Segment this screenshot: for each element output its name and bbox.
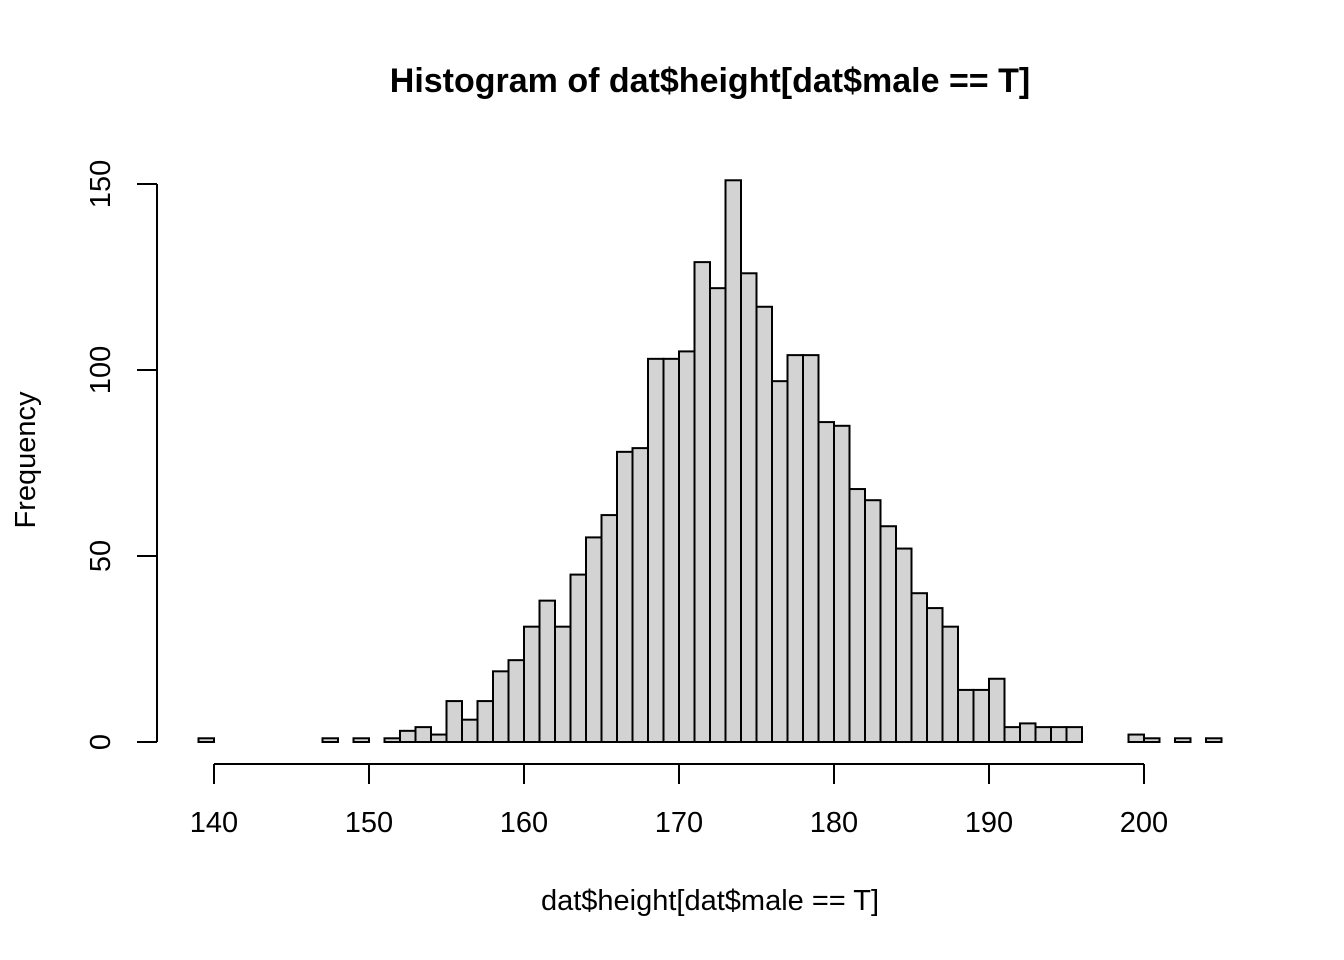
histogram-bar [988, 677, 1006, 744]
histogram-bar [414, 726, 432, 743]
histogram-bar [957, 688, 975, 743]
histogram-bar [910, 592, 928, 744]
histogram-bar [1003, 726, 1021, 743]
histogram-bar [585, 536, 603, 744]
x-tick-label: 170 [655, 807, 703, 839]
histogram-bar [383, 737, 401, 744]
histogram-bar [321, 737, 339, 744]
histogram-bar [817, 421, 835, 743]
x-tick-label: 150 [345, 807, 393, 839]
y-tick-label: 100 [85, 346, 117, 394]
histogram-bar [1019, 722, 1037, 744]
histogram-bar [492, 670, 510, 744]
x-tick-label: 140 [190, 807, 238, 839]
histogram-bar [352, 737, 370, 744]
histogram-bar [1205, 737, 1223, 744]
y-axis-label: Frequency [10, 391, 42, 529]
histogram-bar [523, 625, 541, 743]
histogram-bar [755, 305, 773, 743]
histogram-bar [895, 547, 913, 743]
histogram-bar [631, 447, 649, 743]
histogram-bar [848, 488, 866, 744]
x-axis: 140 150 160 170 180 190 200 [190, 763, 1168, 839]
histogram-bar [724, 179, 742, 743]
histogram-bar [709, 287, 727, 743]
histogram-bar [1143, 737, 1161, 744]
histogram-bar [1174, 737, 1192, 744]
histogram-bar [662, 357, 680, 743]
histogram-bar [941, 625, 959, 743]
histogram-bar [693, 261, 711, 743]
x-tick-label: 190 [965, 807, 1013, 839]
histogram-bar [771, 380, 789, 743]
y-tick-label: 0 [85, 734, 117, 750]
histogram-bar [430, 733, 448, 743]
histogram-bar [786, 354, 804, 743]
x-tick-label: 160 [500, 807, 548, 839]
histogram-bar [600, 514, 618, 744]
y-tick-label: 50 [85, 540, 117, 572]
histogram-bar [461, 718, 479, 743]
histogram-bar [647, 357, 665, 743]
histogram-bar [740, 272, 758, 743]
histogram-bar [507, 659, 525, 743]
histogram-bar [802, 354, 820, 743]
x-tick-label: 200 [1120, 807, 1168, 839]
histogram-bar [1050, 726, 1068, 743]
chart-title: Histogram of dat$height[dat$male == T] [390, 62, 1030, 100]
histogram-bar [399, 729, 417, 744]
y-axis: 0 50 100 150 [85, 160, 158, 750]
bars-group [197, 179, 1223, 744]
histogram-bar [445, 700, 463, 744]
histogram-bar [678, 350, 696, 743]
histogram-bar [926, 607, 944, 744]
histogram-bar [569, 573, 587, 743]
x-axis-label: dat$height[dat$male == T] [541, 885, 879, 917]
histogram-bar [197, 737, 215, 744]
histogram-bar [879, 525, 897, 743]
y-tick-label: 150 [85, 160, 117, 208]
histogram-bar [972, 688, 990, 743]
histogram-bar [616, 450, 634, 743]
histogram-bar [833, 424, 851, 743]
histogram-bar [554, 625, 572, 743]
histogram-bar [476, 700, 494, 744]
histogram-bar [1034, 726, 1052, 743]
histogram-bar [1127, 733, 1145, 743]
x-tick-label: 180 [810, 807, 858, 839]
histogram-bar [538, 599, 556, 744]
histogram-bar [864, 499, 882, 744]
histogram-bar [1065, 726, 1083, 743]
